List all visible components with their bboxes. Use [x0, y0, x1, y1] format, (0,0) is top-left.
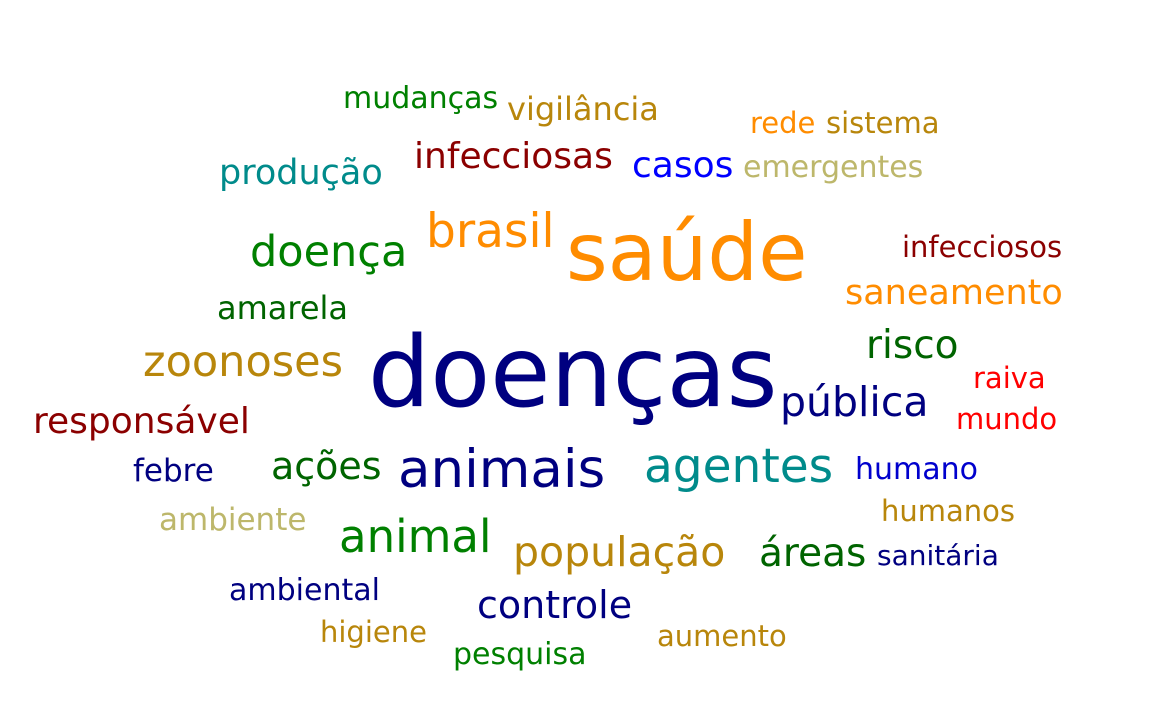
word-amarela: amarela — [217, 289, 349, 327]
word-aumento: aumento — [657, 619, 787, 653]
word-responsavel: responsável — [33, 401, 250, 442]
word-rede: rede — [750, 106, 816, 140]
word-brasil: brasil — [426, 204, 555, 259]
word-emergentes: emergentes — [743, 150, 924, 185]
word-ambiental: ambiental — [229, 573, 380, 608]
word-acoes: ações — [271, 444, 382, 488]
word-infecciosos: infecciosos — [902, 230, 1063, 264]
word-mudancas: mudanças — [343, 81, 499, 116]
word-risco: risco — [866, 323, 959, 368]
word-doenca: doença — [250, 227, 408, 277]
word-sanitaria: sanitária — [877, 539, 999, 572]
word-animal: animal — [339, 510, 492, 563]
word-humano: humano — [855, 452, 979, 487]
word-raiva: raiva — [973, 361, 1046, 395]
word-infecciosas: infecciosas — [414, 136, 613, 177]
word-zoonoses: zoonoses — [143, 337, 344, 387]
word-casos: casos — [632, 145, 734, 186]
word-ambiente: ambiente — [159, 502, 307, 538]
word-pesquisa: pesquisa — [453, 637, 587, 672]
word-saude: saúde — [566, 206, 808, 299]
word-populacao: população — [513, 528, 726, 576]
word-febre: febre — [133, 453, 214, 489]
word-higiene: higiene — [320, 615, 427, 649]
word-agentes: agentes — [644, 439, 834, 494]
word-saneamento: saneamento — [845, 273, 1063, 313]
word-publica: pública — [780, 378, 929, 426]
word-vigilancia: vigilância — [507, 90, 659, 128]
word-areas: áreas — [759, 531, 867, 576]
word-animais: animais — [398, 439, 606, 500]
word-controle: controle — [477, 583, 633, 627]
word-mundo: mundo — [956, 402, 1058, 436]
word-producao: produção — [219, 153, 383, 193]
word-humanos: humanos — [881, 494, 1016, 528]
word-sistema: sistema — [826, 106, 940, 140]
word-doencas: doenças — [368, 316, 778, 430]
